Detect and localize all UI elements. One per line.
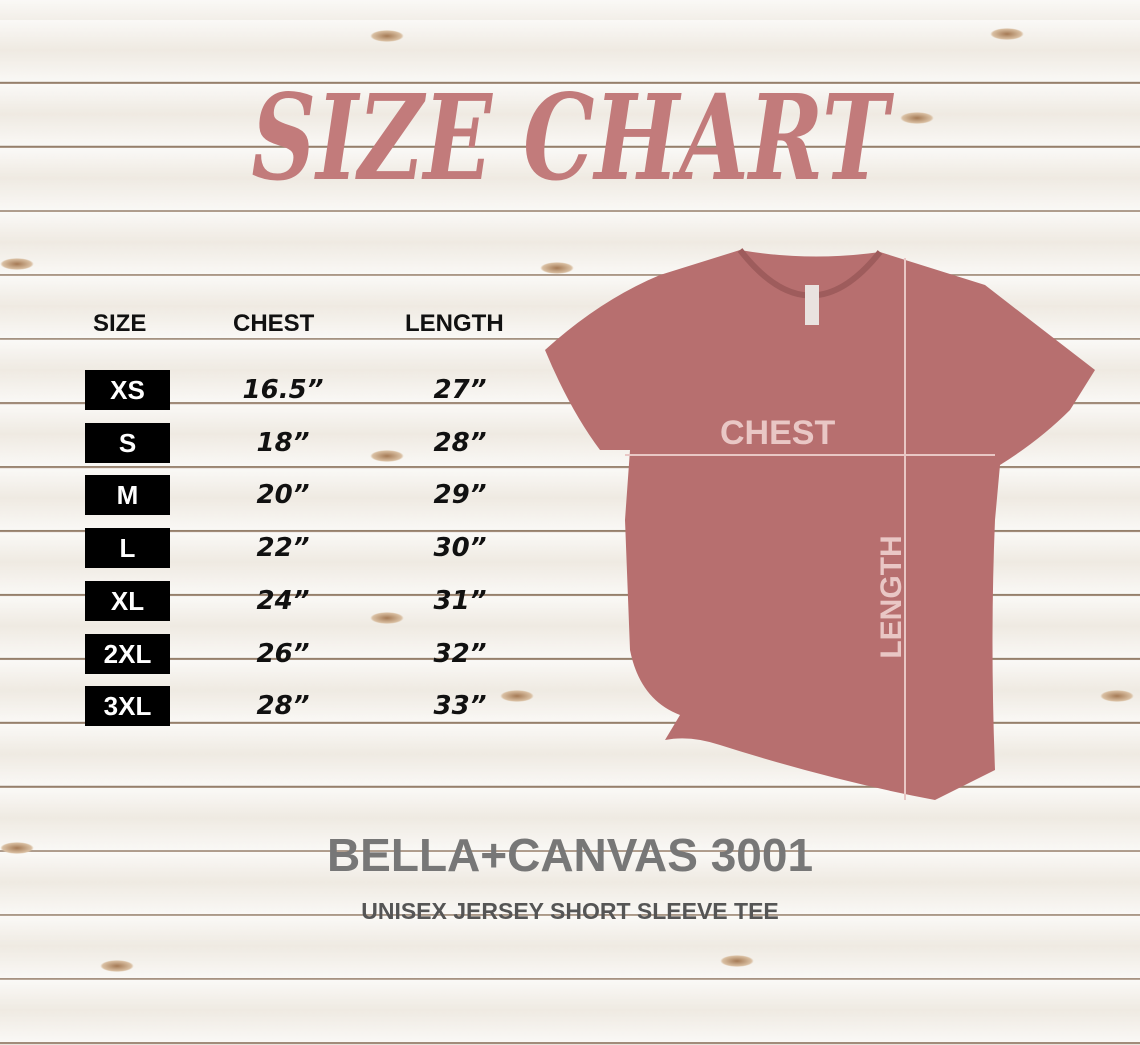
header-chest: CHEST bbox=[233, 310, 315, 337]
wood-knot bbox=[370, 30, 404, 42]
length-value: 29” bbox=[433, 480, 487, 511]
length-value: 31” bbox=[433, 585, 487, 616]
chest-value: 26” bbox=[256, 638, 310, 669]
wood-knot bbox=[500, 690, 534, 702]
wood-knot bbox=[0, 258, 34, 270]
size-badge: L bbox=[85, 528, 170, 569]
chest-value: 24” bbox=[256, 585, 310, 616]
wood-knot bbox=[1100, 690, 1134, 702]
chest-value: 18” bbox=[256, 427, 310, 458]
header-size: SIZE bbox=[93, 310, 147, 337]
length-label: LENGTH bbox=[875, 535, 908, 659]
size-badge: XL bbox=[85, 580, 170, 621]
size-badge: 3XL bbox=[85, 686, 170, 727]
length-value: 30” bbox=[433, 533, 487, 564]
chest-label: CHEST bbox=[720, 414, 836, 452]
length-value: 33” bbox=[433, 691, 487, 722]
tshirt-tag bbox=[805, 285, 819, 325]
size-badge: M bbox=[85, 475, 170, 516]
product-subtitle: UNISEX JERSEY SHORT SLEEVE TEE bbox=[361, 898, 779, 924]
tshirt-shape bbox=[545, 250, 1095, 800]
brand-name: BELLA+CANVAS 3001 bbox=[326, 829, 814, 881]
wood-knot bbox=[0, 842, 34, 854]
page-title: SIZE CHART bbox=[251, 68, 889, 207]
length-value: 27” bbox=[433, 375, 487, 405]
wood-knot bbox=[720, 955, 754, 967]
size-badge: XS bbox=[85, 370, 170, 410]
chest-value: 20” bbox=[256, 480, 310, 511]
chest-value: 16.5” bbox=[242, 375, 324, 405]
chest-value: 22” bbox=[256, 533, 310, 564]
length-value: 32” bbox=[433, 638, 487, 669]
wood-knot bbox=[100, 960, 134, 972]
wood-knot bbox=[990, 28, 1024, 40]
wood-knot bbox=[540, 262, 574, 274]
size-badge: S bbox=[85, 422, 170, 463]
chest-value: 28” bbox=[256, 691, 310, 722]
wood-knot bbox=[370, 450, 404, 462]
header-length: LENGTH bbox=[405, 310, 504, 337]
length-value: 28” bbox=[433, 427, 487, 458]
wood-knot bbox=[370, 612, 404, 624]
size-badge: 2XL bbox=[85, 633, 170, 674]
wood-knot bbox=[900, 112, 934, 124]
